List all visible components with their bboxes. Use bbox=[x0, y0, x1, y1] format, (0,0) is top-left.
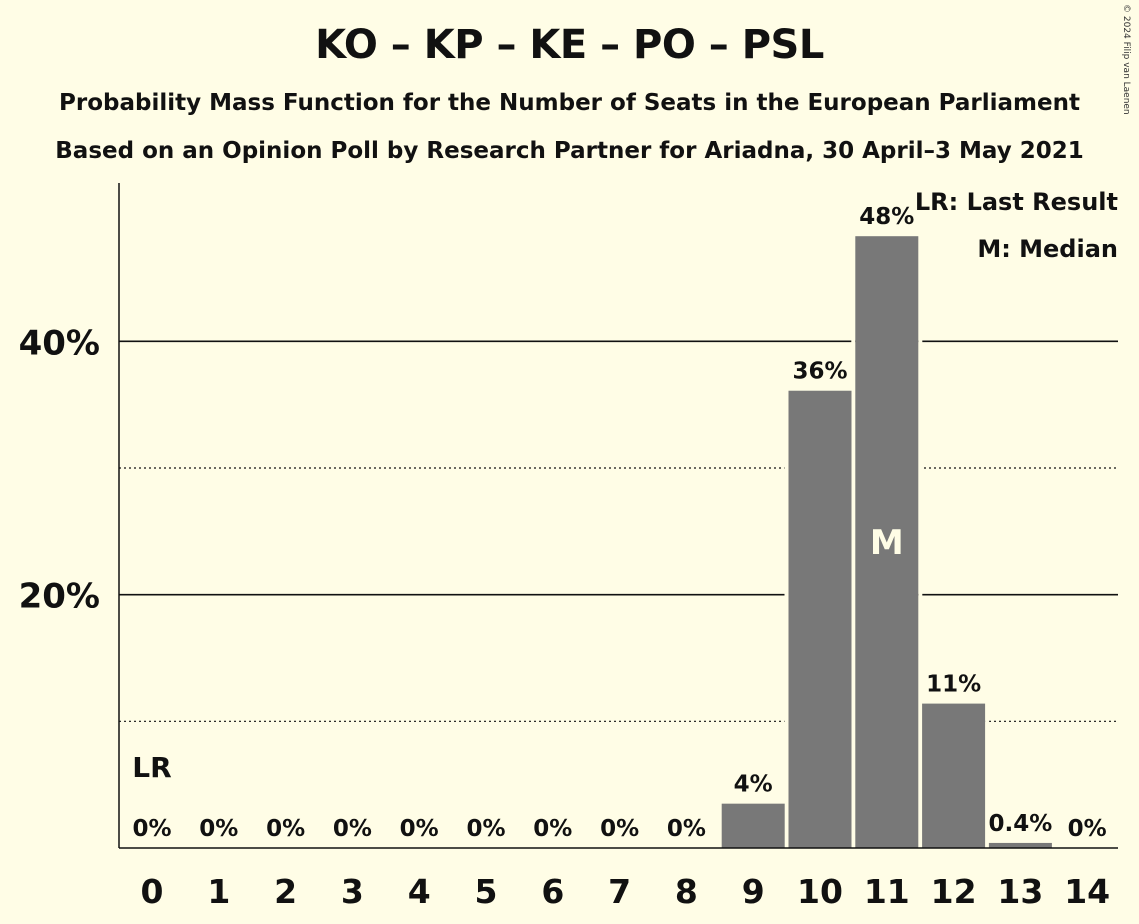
bar-gap bbox=[784, 803, 789, 848]
bars bbox=[717, 236, 1056, 848]
chart-title: KO – KP – KE – PO – PSL bbox=[315, 22, 824, 68]
y-tick-label: 20% bbox=[19, 577, 100, 617]
value-label: 36% bbox=[792, 359, 847, 385]
x-tick-label: 1 bbox=[207, 872, 230, 911]
bar-seat-13 bbox=[988, 842, 1052, 848]
x-tick-label: 11 bbox=[864, 872, 910, 911]
bar-seat-12 bbox=[922, 703, 986, 848]
x-tick-label: 0 bbox=[141, 872, 164, 911]
x-tick-label: 12 bbox=[931, 872, 977, 911]
value-label: 48% bbox=[859, 204, 914, 230]
last-result-marker: LR bbox=[132, 751, 171, 784]
value-label: 0% bbox=[1068, 816, 1107, 842]
x-tick-label: 4 bbox=[408, 872, 431, 911]
value-label: 11% bbox=[926, 672, 981, 698]
x-tick-label: 13 bbox=[997, 872, 1043, 911]
x-tick-label: 8 bbox=[675, 872, 698, 911]
value-label: 0% bbox=[199, 816, 238, 842]
bar-seat-10 bbox=[788, 390, 852, 848]
value-label: 0% bbox=[333, 816, 372, 842]
x-tick-label: 6 bbox=[541, 872, 564, 911]
value-label: 0.4% bbox=[989, 811, 1053, 837]
value-label: 0% bbox=[600, 816, 639, 842]
bar-seat-9 bbox=[721, 803, 785, 848]
chart-subtitle: Probability Mass Function for the Number… bbox=[59, 90, 1080, 116]
value-labels: 0% 0% 0% 0% 0% 0% 0% 0% 0% 4% 36% 48% 11% 0.4% 0% bbox=[132, 204, 1106, 842]
bar-gap bbox=[717, 803, 722, 848]
x-tick-label: 9 bbox=[742, 872, 765, 911]
chart-subtitle-source: Based on an Opinion Poll by Research Par… bbox=[55, 138, 1084, 164]
legend-last-result: LR: Last Result bbox=[915, 188, 1118, 216]
bar-seat-11 bbox=[855, 236, 919, 848]
value-label: 0% bbox=[533, 816, 572, 842]
x-tick-label: 2 bbox=[274, 872, 297, 911]
value-label: 0% bbox=[466, 816, 505, 842]
value-label: 0% bbox=[266, 816, 305, 842]
value-label: 4% bbox=[734, 772, 773, 798]
x-tick-label: 7 bbox=[608, 872, 631, 911]
value-label: 0% bbox=[400, 816, 439, 842]
x-tick-label: 5 bbox=[475, 872, 498, 911]
legend-median: M: Median bbox=[977, 235, 1118, 263]
y-tick-label: 40% bbox=[19, 323, 100, 363]
x-tick-label: 3 bbox=[341, 872, 364, 911]
x-tick-label: 10 bbox=[797, 872, 843, 911]
bar-gap bbox=[1051, 842, 1056, 848]
x-tick-label: 14 bbox=[1064, 872, 1110, 911]
bar-gap bbox=[985, 703, 990, 848]
x-tick-labels: 0 1 2 3 4 5 6 7 8 9 10 11 12 13 14 bbox=[141, 872, 1111, 911]
value-label: 0% bbox=[132, 816, 171, 842]
bar-gap bbox=[784, 390, 789, 848]
gridlines bbox=[119, 340, 1118, 722]
bar-gap bbox=[851, 390, 856, 848]
y-tick-labels: 20% 40% bbox=[19, 323, 100, 616]
value-label: 0% bbox=[667, 816, 706, 842]
median-marker: M bbox=[870, 523, 904, 563]
bar-gap bbox=[918, 236, 923, 848]
